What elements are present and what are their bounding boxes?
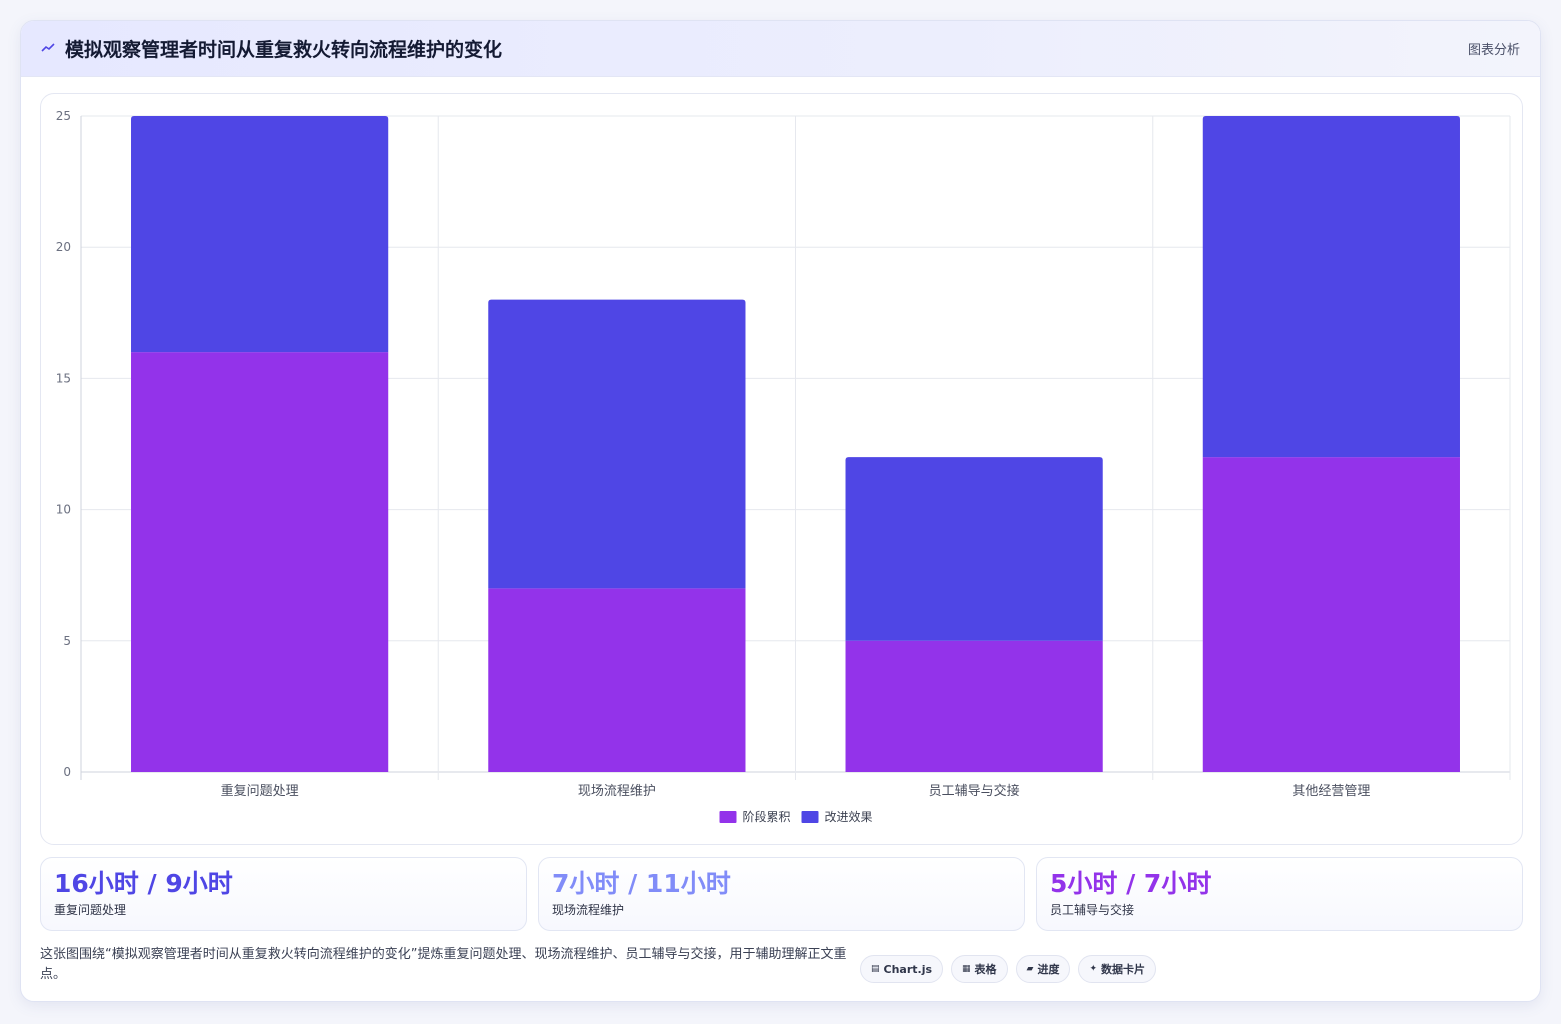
page-title: 模拟观察管理者时间从重复救火转向流程维护的变化 [65,39,503,61]
bar-stage-accumulation [488,588,746,772]
sparkle-icon: ✦ [1089,964,1098,974]
chip-label: 进度 [1037,963,1060,976]
bar-improvement [488,299,746,589]
chip-label: Chart.js [883,962,933,976]
card-footer: 这张图围绕“模拟观察管理者时间从重复救火转向流程维护的变化”提炼重复问题处理、现… [40,943,1523,991]
title-group: 模拟观察管理者时间从重复救火转向流程维护的变化 [41,35,502,62]
stat-value: 7小时 / 11小时 [552,869,731,898]
stat-value: 5小时 / 7小时 [1050,869,1212,898]
card-header: 模拟观察管理者时间从重复救火转向流程维护的变化 图表分析 [21,21,1540,77]
progress-icon: ▰ [1026,964,1034,974]
legend-label: 阶段累积 [743,809,791,824]
legend-swatch [801,811,819,823]
chip-table[interactable]: ▦ 表格 [951,955,1008,983]
chart-card: 模拟观察管理者时间从重复救火转向流程维护的变化 图表分析 0 5 10 15 20 25 重… [20,20,1541,1002]
bar-stage-accumulation [1202,457,1460,772]
chip-chartjs[interactable]: ▤ Chart.js [860,955,944,983]
bar-improvement [1202,116,1460,458]
stat-label: 员工辅导与交接 [1050,903,1135,917]
stat-card-coaching: 5小时 / 7小时 员工辅导与交接 [1036,857,1523,931]
chip-list: ▤ Chart.js ▦ 表格 ▰ 进度 ✦ 数据卡片 [860,955,1157,983]
y-tick-label: 5 [63,634,71,648]
x-tick-label: 其他经营管理 [1292,784,1370,799]
chart-icon: ▤ [871,964,880,974]
chart-description: 这张图围绕“模拟观察管理者时间从重复救火转向流程维护的变化”提炼重复问题处理、现… [40,947,847,982]
y-tick-label: 20 [56,240,71,254]
trend-line-icon [41,41,57,57]
legend-label: 改进效果 [825,809,873,824]
chart-analysis-tag: 图表分析 [1467,43,1520,58]
stat-value: 16小时 / 9小时 [54,869,233,898]
stat-label: 现场流程维护 [552,903,625,917]
legend-swatch [719,811,737,823]
x-tick-label: 现场流程维护 [578,784,656,799]
stat-card-process: 7小时 / 11小时 现场流程维护 [538,857,1025,931]
y-tick-label: 0 [63,765,71,779]
table-icon: ▦ [962,964,971,974]
chart-area: 0 5 10 15 20 25 重复问题处理 现场流程维护 员工辅导与交接 其他经营管理阶段累积 改… [40,93,1523,845]
chip-data-card[interactable]: ✦ 数据卡片 [1078,955,1157,983]
x-tick-label: 员工辅导与交接 [929,783,1020,799]
stat-label: 重复问题处理 [54,903,127,917]
stat-card-repeat: 16小时 / 9小时 重复问题处理 [40,857,527,931]
y-tick-label: 10 [56,503,71,517]
x-tick-label: 重复问题处理 [221,783,299,799]
y-tick-label: 25 [56,109,71,123]
stat-cards: 16小时 / 9小时 重复问题处理 7小时 / 11小时 现场流程维护 5小时 … [40,857,1523,931]
y-tick-label: 15 [56,371,71,385]
chip-progress[interactable]: ▰ 进度 [1015,955,1071,983]
bar-stage-accumulation [845,640,1103,772]
bar-improvement [131,116,389,353]
bar-stage-accumulation [131,352,389,772]
chip-label: 表格 [974,963,997,976]
chip-label: 数据卡片 [1101,963,1146,976]
bar-improvement [845,457,1103,641]
